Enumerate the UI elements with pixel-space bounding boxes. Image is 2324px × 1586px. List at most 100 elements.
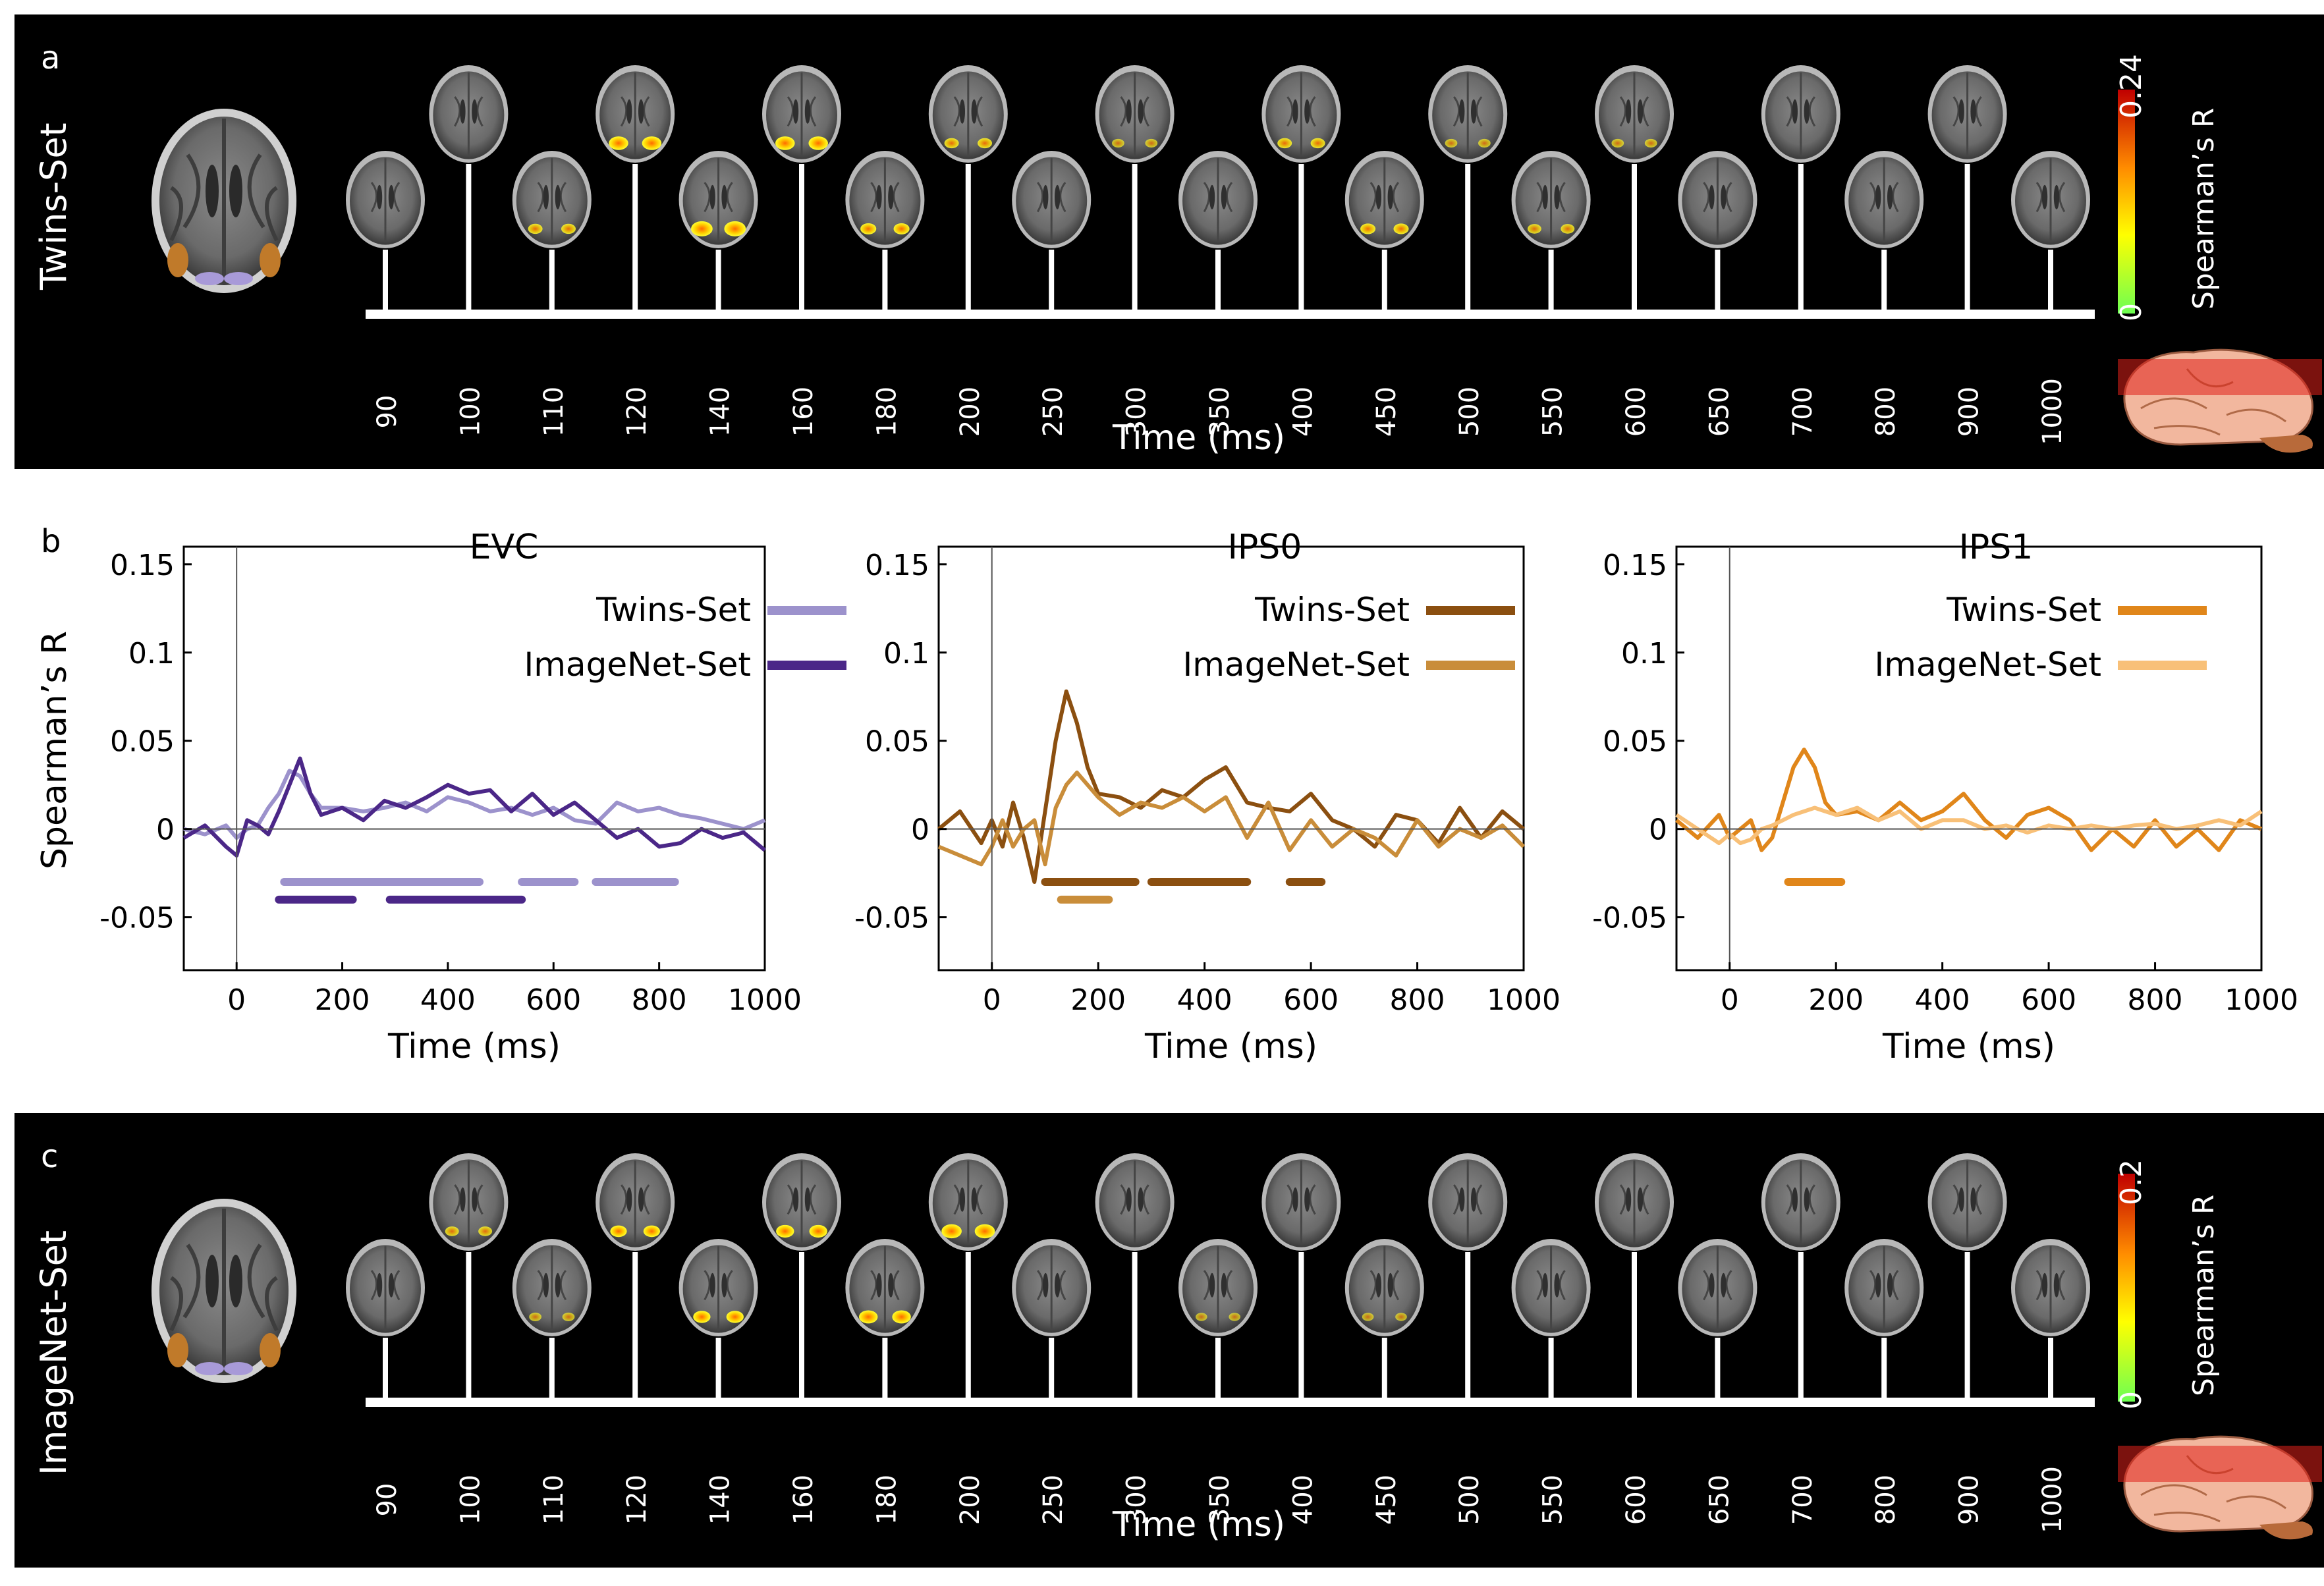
timepoint-stem: [882, 1338, 888, 1400]
ips1-plot: IPS1 -0.05 0 0.05 0.1 0.15 0 200 400 600 800 1000 T…: [1592, 528, 2298, 1066]
activation-blob-left: [445, 1226, 459, 1236]
ventricle-right: [971, 1187, 977, 1212]
timepoint-label: 400: [1288, 387, 1318, 437]
roi-ips-left: [167, 243, 188, 277]
timepoint-label: 90: [372, 395, 402, 429]
ventricle-right: [1721, 1272, 1727, 1298]
brain-sulci: [1036, 158, 1066, 241]
ventricle-left: [206, 1255, 219, 1307]
significance-bars: [275, 878, 679, 904]
ventricle-left: [876, 1272, 882, 1298]
brain-slice-t450: [1344, 1239, 1424, 1336]
timepoint-stem: [1632, 1252, 1637, 1400]
line-series: [1675, 748, 2263, 852]
plot-frame: [1675, 545, 2263, 971]
brain-slice-t350: [1178, 151, 1258, 248]
brain-slice-t200: [928, 1153, 1008, 1251]
x-tick-label: 1000: [1487, 983, 1561, 1017]
brain-sulci: [2035, 158, 2066, 241]
ventricle-left: [376, 1272, 383, 1298]
brain-sulci: [1203, 158, 1233, 241]
ventricle-right: [1804, 99, 1810, 124]
ventricle-left: [543, 1272, 549, 1298]
x-tick-label: 400: [1915, 983, 1970, 1017]
ventricle-right: [888, 1272, 894, 1298]
ventricle-right: [888, 184, 894, 209]
ventricle-right: [638, 99, 644, 124]
brain-sulci: [1286, 72, 1316, 155]
brain-sulci: [1452, 72, 1483, 155]
brain-sulci: [1536, 1246, 1566, 1329]
timepoint-label: 800: [1871, 1475, 1901, 1525]
y-tick-label: 0: [1649, 813, 1667, 847]
activation-blob-right: [978, 138, 992, 149]
timepoint-label: 250: [1038, 387, 1068, 437]
timepoint-label: 650: [1704, 1475, 1734, 1525]
activation-blob-right: [1145, 138, 1158, 148]
activation-blob-right: [808, 136, 828, 150]
ventricle-left: [959, 99, 965, 124]
y-tick-label: 0.1: [1621, 637, 1667, 670]
legend-label-imagenet: ImageNet-Set: [524, 645, 751, 684]
brain-sulci: [1786, 72, 1816, 155]
activation-blob-right: [1229, 1313, 1241, 1321]
brain-sulci: [953, 72, 983, 155]
brain-slice-t400: [1261, 1153, 1341, 1251]
brain-sulci: [1952, 72, 1982, 155]
timepoint-stem: [1964, 164, 1970, 312]
timepoint-label: 600: [1621, 1475, 1651, 1525]
timepoint-stem: [466, 1252, 472, 1400]
series-line-twins-set: [1675, 748, 2263, 852]
timepoint-stem: [1381, 250, 1387, 312]
x-tick-label: 1000: [728, 983, 802, 1017]
timepoint-label: 350: [1205, 1475, 1235, 1525]
ventricle-right: [1804, 1187, 1810, 1212]
brain-sulci: [370, 158, 401, 241]
brain-slice-t650: [1678, 151, 1757, 248]
ventricle-right: [1221, 1272, 1227, 1298]
timepoint-label: 1000: [2037, 378, 2068, 445]
ventricle-right: [804, 1187, 811, 1212]
ventricle-right: [229, 165, 242, 217]
brain-slice-t110: [512, 1239, 592, 1336]
activation-blob-right: [1478, 138, 1491, 148]
activation-blob-left: [1362, 1313, 1374, 1321]
ventricle-left: [460, 99, 466, 124]
x-tick-label: 400: [1177, 983, 1232, 1017]
plot-title: IPS0: [1228, 528, 1302, 567]
timepoint-label: 200: [955, 387, 985, 437]
brain-slice-t90: [346, 1239, 425, 1336]
y-tick-label: 0.15: [1603, 549, 1667, 582]
ventricle-right: [1970, 1187, 1976, 1212]
brain-sulci: [1120, 72, 1149, 155]
ventricle-right: [555, 1272, 561, 1298]
brain-slice-t120: [595, 65, 675, 163]
activation-blob-left: [941, 1224, 962, 1239]
axes: -0.05 0 0.05 0.1 0.15 0 200 400 600 800 1000 Time (…: [854, 547, 1561, 1066]
timepoint-stem: [1881, 250, 1887, 312]
ventricle-left: [1209, 1272, 1215, 1298]
ventricle-left: [1542, 184, 1548, 209]
timepoint-stem: [965, 1252, 971, 1400]
activation-blob-left: [775, 136, 795, 150]
ventricle-left: [1958, 1187, 1964, 1212]
y-tick-label: 0: [156, 813, 175, 847]
ventricle-right: [1055, 1272, 1061, 1298]
activation-blob-right: [974, 1224, 995, 1239]
timepoint-label: 1000: [2037, 1466, 2068, 1533]
brain-slice-t1000: [2011, 1239, 2090, 1336]
y-tick-label: -0.05: [854, 902, 929, 935]
timepoint-stem: [799, 164, 804, 312]
timepoint-label: 160: [788, 387, 819, 437]
x-axis-label: Time (ms): [1144, 1027, 1317, 1066]
timeline-brain-slices: [346, 1153, 2090, 1400]
time-axis-label: Time (ms): [1112, 1505, 1285, 1545]
activation-blob-right: [1310, 138, 1325, 149]
timepoint-stem: [1465, 1252, 1471, 1400]
time-axis-label: Time (ms): [1112, 418, 1285, 458]
timepoint-stem: [1964, 1252, 1970, 1400]
x-tick-label: 0: [1721, 983, 1739, 1017]
brain-sulci: [2035, 1246, 2066, 1329]
ventricle-right: [1304, 1187, 1310, 1212]
roi-ips-left: [167, 1333, 188, 1367]
